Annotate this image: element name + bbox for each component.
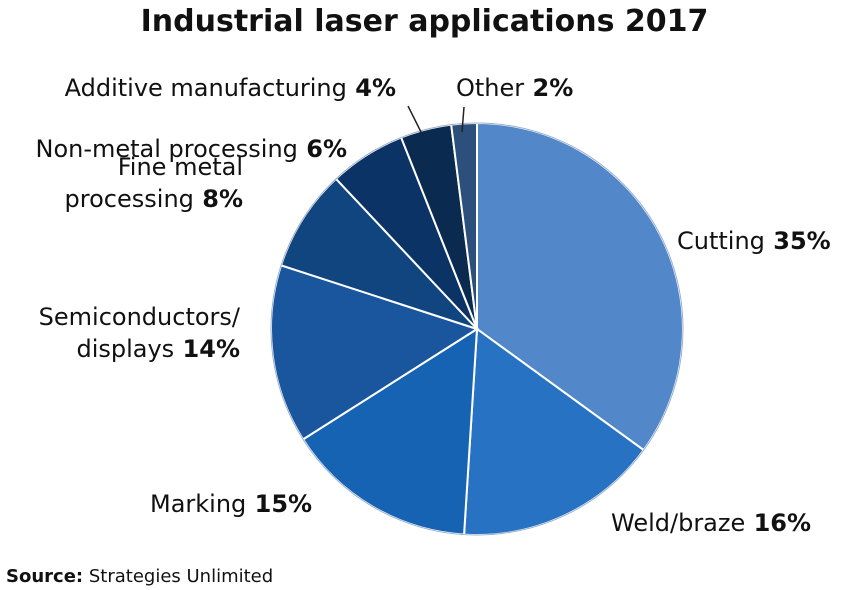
leader-line-additive-manufacturing [407,105,423,135]
chart-title: Industrial laser applications 2017 [140,4,709,39]
slice-label-cutting: Cutting 35% [677,227,831,255]
pie-outline [270,122,684,536]
source-label: Source: [6,566,84,587]
slice-label-other: Other 2% [456,74,573,102]
slice-label-non-metal-processing: Non-metal processing 6% [35,135,347,163]
source-note: Source: Strategies Unlimited [6,566,273,587]
slice-label-weld-braze: Weld/braze 16% [611,509,811,537]
slice-label-semiconductors-displays: Semiconductors/displays 14% [39,303,241,363]
source-text: Strategies Unlimited [88,566,274,587]
slice-label-fine-metal-processing: Fine metal processing 8% [65,153,243,213]
slice-label-marking: Marking 15% [150,490,312,518]
slice-label-additive-manufacturing: Additive manufacturing 4% [65,74,396,102]
leader-line-other [461,106,465,133]
pie-slices [270,121,684,536]
